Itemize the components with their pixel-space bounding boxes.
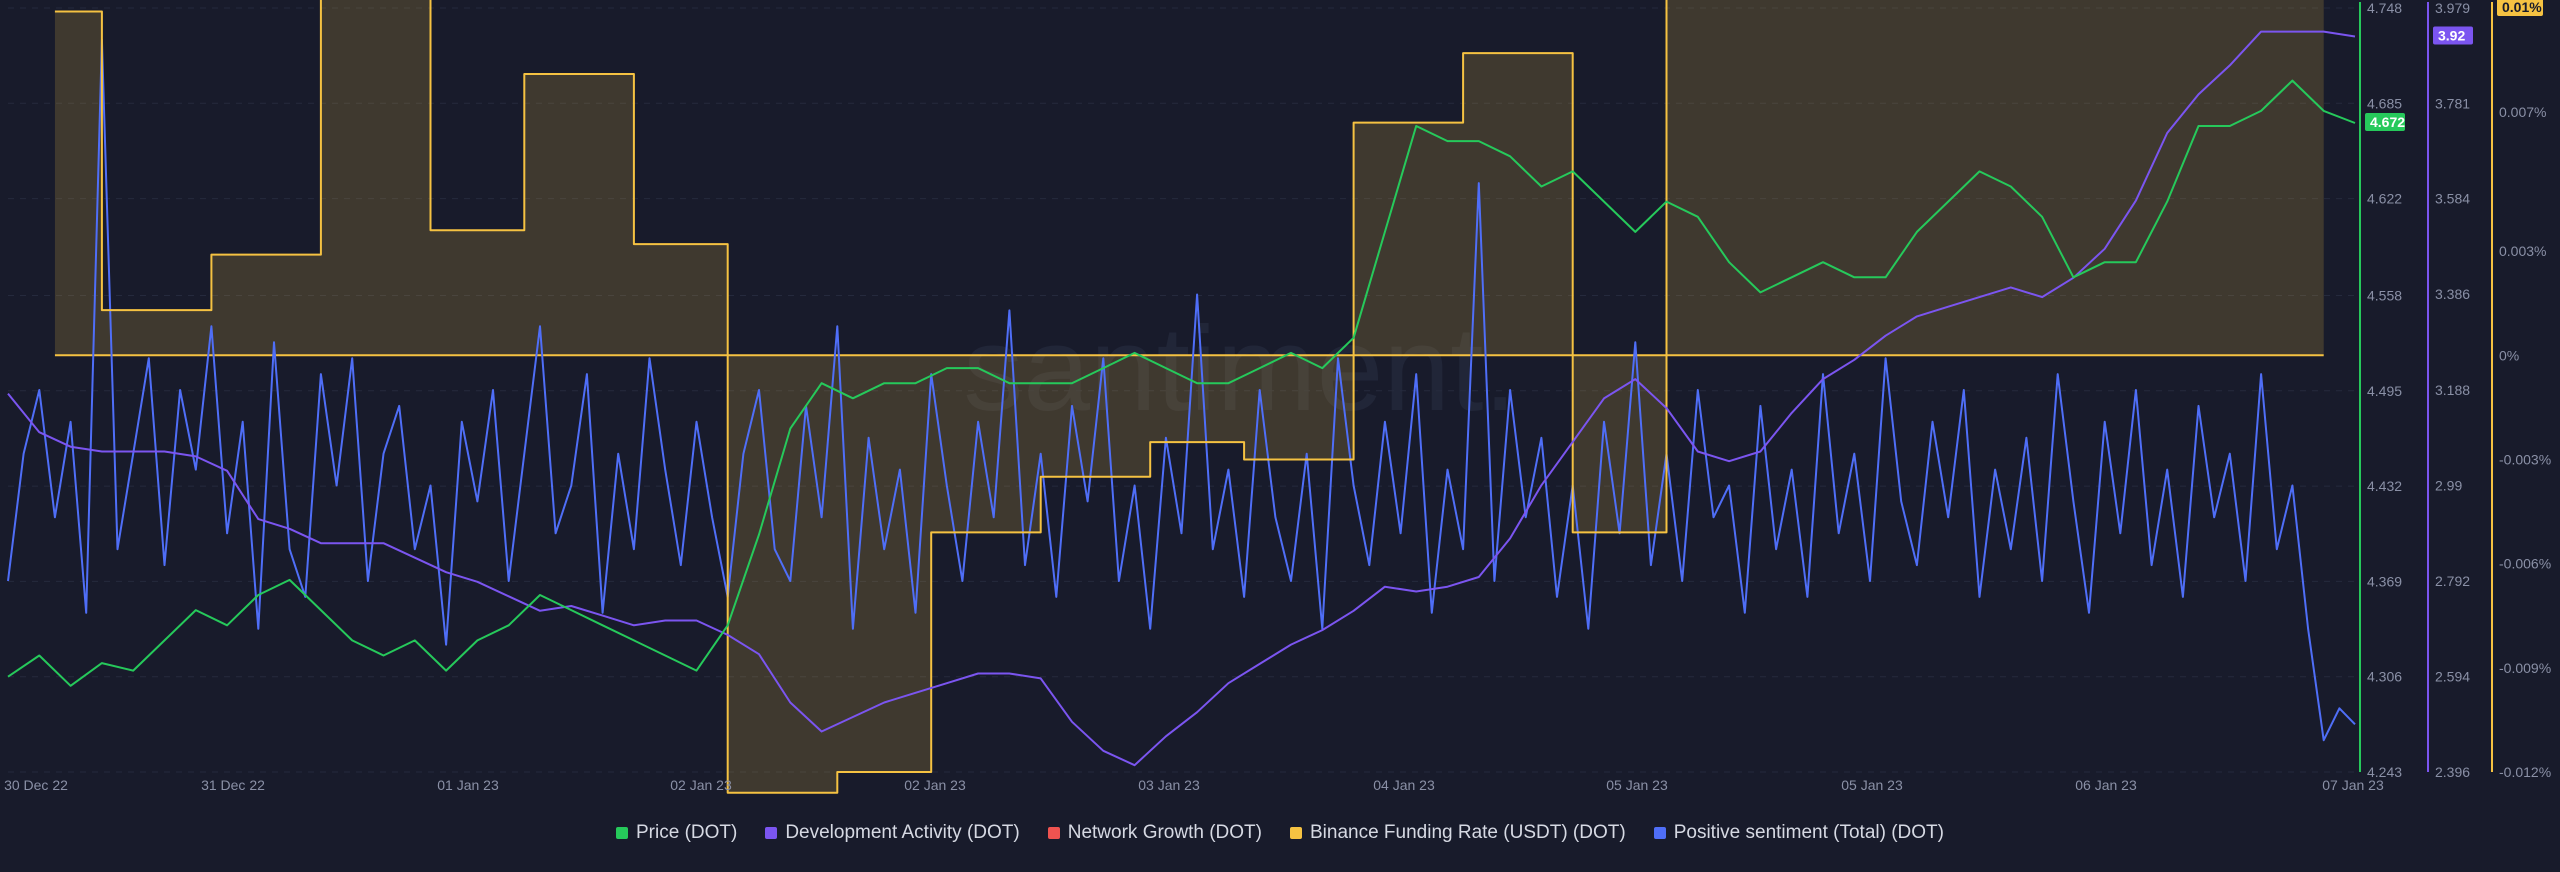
price-tick-label: 4.558: [2367, 287, 2402, 303]
axes-layer: 4.748 4.685 4.622 4.558 4.495 4.432 4.369 4.306…: [2359, 0, 2551, 780]
legend-label-network-growth: Network Growth (DOT): [1067, 822, 1262, 843]
dev-activity-tick-label: 3.584: [2435, 191, 2470, 207]
funding-rate-tick-label: -0.006%: [2499, 556, 2551, 572]
price-tick-label: 4.685: [2367, 95, 2402, 111]
price-tick-label: 4.748: [2367, 0, 2402, 16]
legend: Price (DOT) Development Activity (DOT) N…: [0, 818, 2560, 848]
dev-activity-tick-label: 3.188: [2435, 382, 2470, 398]
dev-activity-badge-bg: [2433, 26, 2473, 45]
x-tick-label: 07 Jan 23: [2322, 777, 2384, 793]
funding-rate-tick-label: -0.003%: [2499, 451, 2551, 467]
x-tick-label: 04 Jan 23: [1373, 777, 1435, 793]
price-badge-text: 4.672: [2370, 114, 2405, 130]
funding-rate-badge-text: 0.01%: [2502, 0, 2542, 15]
x-tick-label: 03 Jan 23: [1138, 777, 1200, 793]
legend-label-dev-activity: Development Activity (DOT): [785, 822, 1020, 843]
dev-activity-current-badge: 3.92: [2433, 26, 2473, 45]
dev-activity-tick-label: 3.781: [2435, 96, 2470, 112]
x-tick-label: 02 Jan 23: [904, 777, 966, 793]
price-tick-label: 4.495: [2367, 383, 2402, 399]
dev-activity-tick-label: 2.594: [2435, 668, 2470, 684]
legend-item-network-growth[interactable]: Network Growth (DOT): [1047, 822, 1262, 844]
development-activity-dot-line: [7, 30, 2356, 767]
dev-activity-tick-label: 2.396: [2435, 764, 2470, 780]
legend-item-funding-rate[interactable]: Binance Funding Rate (USDT) (DOT): [1289, 822, 1626, 844]
legend-label-funding-rate: Binance Funding Rate (USDT) (DOT): [1309, 822, 1626, 843]
funding-rate-tick-label: 0.007%: [2499, 104, 2546, 120]
binance-funding-rate-usdt-dot-line: [54, 0, 1668, 794]
funding-rate-tick-label: -0.012%: [2499, 764, 2551, 780]
funding-rate-tick-label: 0.003%: [2499, 243, 2546, 259]
price-badge-bg: [2365, 112, 2405, 131]
x-tick-label: 06 Jan 23: [2075, 777, 2137, 793]
x-tick-label: 05 Jan 23: [1606, 777, 1668, 793]
x-tick-label: 30 Dec 22: [4, 777, 68, 793]
price-tick-label: 4.243: [2367, 764, 2402, 780]
funding-rate-tick-label: -0.009%: [2499, 660, 2551, 676]
price-tick-label: 4.622: [2367, 191, 2402, 207]
funding-rate-fill: [54, 0, 2324, 793]
dev-activity-tick-label: 2.99: [2435, 477, 2462, 493]
dev-activity-tick-label: 3.386: [2435, 286, 2470, 302]
funding-rate-current-badge: 0.01%: [2497, 0, 2543, 16]
dev-activity-badge-text: 3.92: [2438, 27, 2465, 43]
legend-swatch-dev-activity: [765, 827, 778, 839]
series-layer: [7, 0, 2356, 794]
x-tick-label: 31 Dec 22: [201, 777, 265, 793]
legend-item-price[interactable]: Price (DOT): [616, 822, 737, 844]
price-tick-label: 4.306: [2367, 669, 2402, 685]
x-tick-label: 01 Jan 23: [437, 777, 499, 793]
legend-swatch-network-growth: [1047, 827, 1060, 839]
x-axis: 30 Dec 22 31 Dec 22 01 Jan 23 02 Jan 23 02 J…: [4, 777, 2384, 793]
watermark: santiment.: [963, 302, 1517, 436]
legend-label-price: Price (DOT): [636, 822, 738, 843]
legend-swatch-funding-rate: [1289, 827, 1302, 839]
x-tick-label: 02 Jan 23: [670, 777, 732, 793]
funding-rate-tick-label: 0%: [2499, 347, 2519, 363]
dev-activity-tick-label: 2.792: [2435, 573, 2470, 589]
price-dot-line: [7, 79, 2356, 687]
x-tick-label: 05 Jan 23: [1841, 777, 1903, 793]
funding-rate-badge-bg: [2497, 0, 2543, 16]
legend-swatch-positive-sentiment: [1653, 827, 1666, 839]
legend-swatch-price: [616, 827, 628, 839]
positive-sentiment-total-dot-line: [7, 38, 2356, 742]
legend-item-dev-activity[interactable]: Development Activity (DOT): [765, 822, 1020, 844]
funding-rate-area: [54, 0, 2324, 793]
price-tick-label: 4.369: [2367, 573, 2402, 589]
price-current-badge: 4.672: [2365, 112, 2405, 131]
price-tick-label: 4.432: [2367, 478, 2402, 494]
legend-label-positive-sentiment: Positive sentiment (Total) (DOT): [1673, 822, 1944, 843]
legend-item-positive-sentiment[interactable]: Positive sentiment (Total) (DOT): [1653, 822, 1944, 844]
dev-activity-tick-label: 3.979: [2435, 0, 2470, 16]
